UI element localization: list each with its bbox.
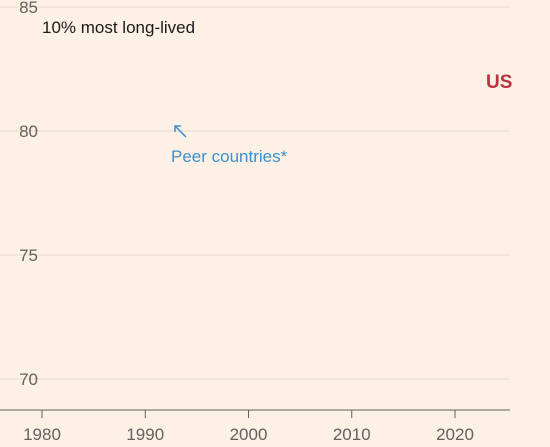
- peer-annotation-pointer: [174, 125, 187, 138]
- x-tick-label: 2000: [230, 425, 268, 444]
- y-axis-ticks: 707580859095: [19, 0, 38, 389]
- peer-countries-label: Peer countries*: [171, 147, 288, 166]
- annotations: Peer countries* US: [171, 72, 512, 166]
- us-label: US: [486, 72, 512, 93]
- chart-title: 10% most long-lived: [42, 18, 195, 37]
- x-tick-label: 2020: [436, 425, 474, 444]
- gridlines: [0, 6, 510, 380]
- x-tick-label: 2010: [333, 425, 371, 444]
- x-axis-ticks: 1980 1990 2000 2010 2020: [0, 409, 510, 444]
- y-tick-label: 85: [19, 0, 38, 17]
- y-tick-label: 80: [19, 122, 38, 141]
- y-tick-label: 70: [19, 370, 38, 389]
- y-tick-label: 75: [19, 246, 38, 265]
- x-tick-label: 1980: [23, 425, 61, 444]
- peer-annotation-arrowhead: [174, 125, 181, 132]
- x-tick-label: 1990: [126, 425, 164, 444]
